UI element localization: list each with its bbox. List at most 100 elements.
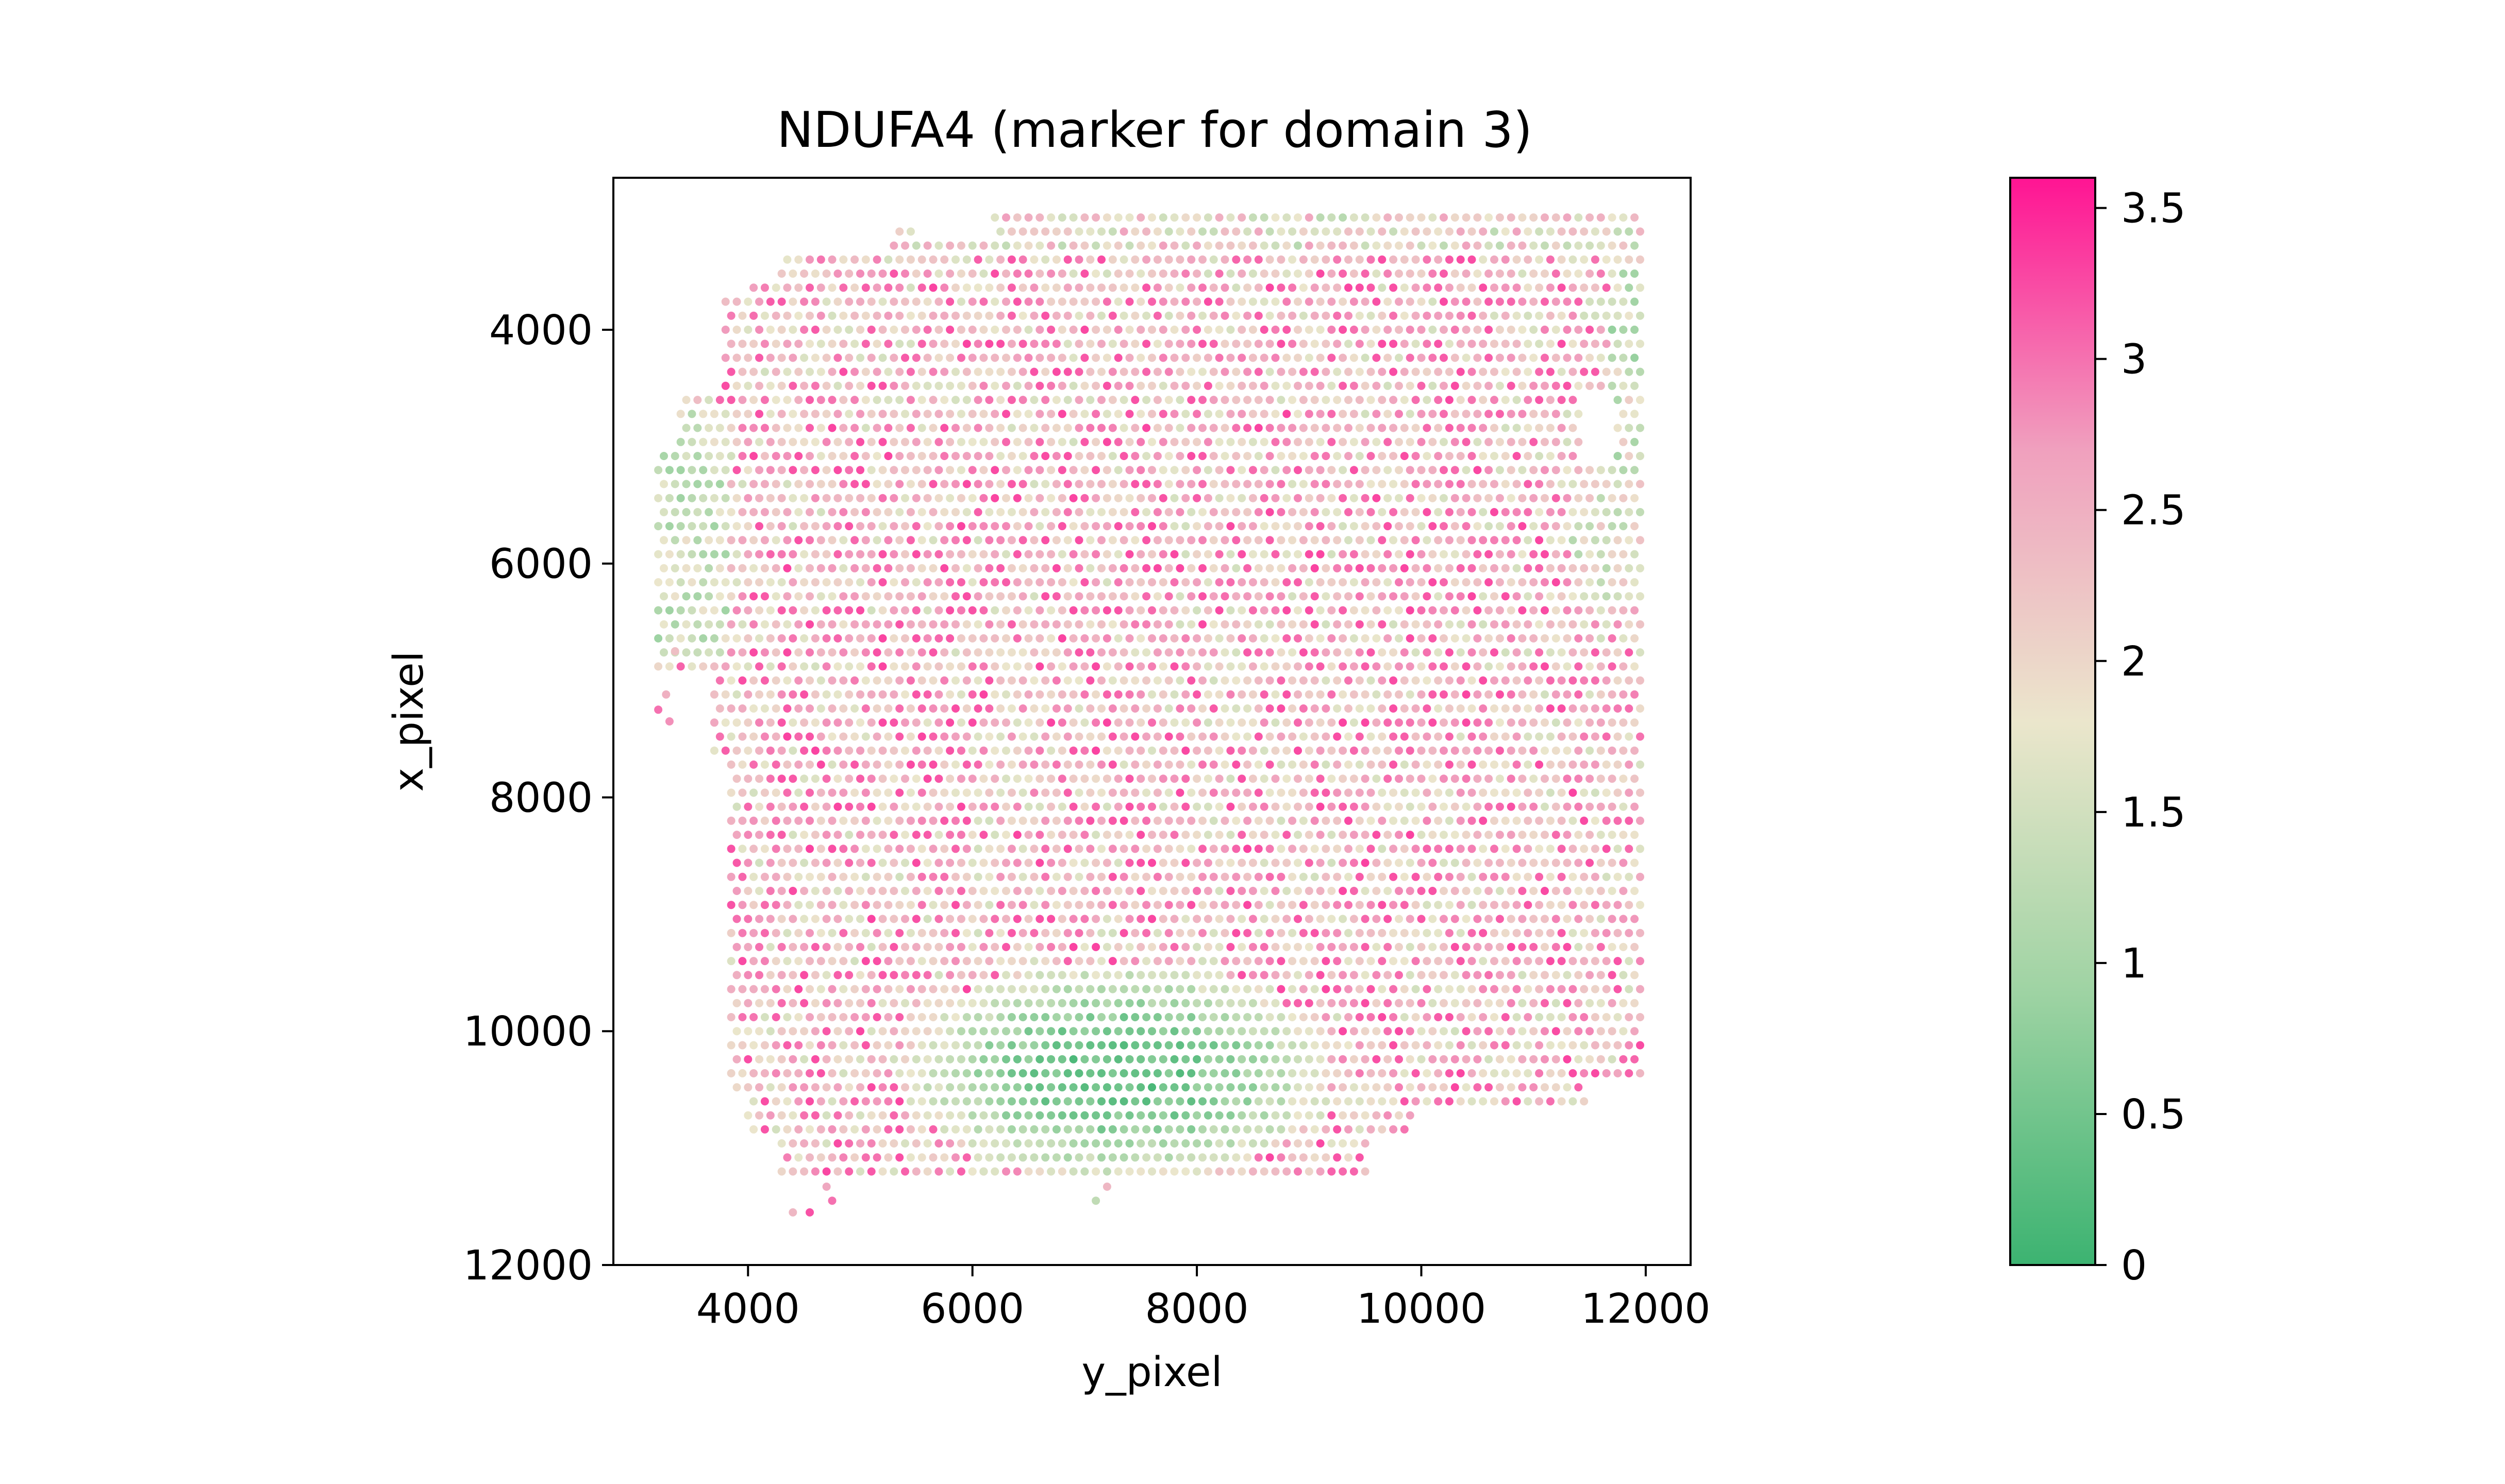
spot: [1484, 746, 1493, 755]
spot: [727, 816, 736, 825]
spot: [917, 367, 926, 376]
spot: [1344, 508, 1352, 516]
spot: [1092, 662, 1100, 671]
spot: [923, 971, 932, 980]
spot: [1462, 971, 1471, 980]
spot: [1501, 283, 1510, 292]
spot: [991, 999, 999, 1007]
spot: [1092, 971, 1100, 980]
spot: [1524, 676, 1532, 685]
spot: [1254, 564, 1263, 572]
spot: [760, 592, 769, 601]
spot: [1018, 564, 1027, 572]
spot: [1596, 494, 1605, 502]
spot: [1036, 381, 1044, 390]
spot: [777, 831, 786, 839]
spot: [1271, 858, 1280, 867]
spot: [1024, 802, 1033, 811]
spot: [923, 718, 932, 727]
spot: [979, 325, 988, 334]
spot: [1484, 325, 1493, 334]
spot: [1002, 297, 1010, 306]
spot: [1316, 999, 1325, 1007]
spot: [1563, 578, 1572, 586]
spot: [1355, 255, 1364, 264]
spot: [1002, 381, 1010, 390]
spot: [1120, 311, 1128, 320]
spot: [1529, 410, 1538, 418]
spot: [1389, 452, 1398, 460]
spot: [985, 283, 994, 292]
spot: [946, 718, 955, 727]
spot: [1529, 690, 1538, 699]
spot: [1108, 704, 1117, 713]
spot: [1383, 971, 1392, 980]
spot: [755, 746, 763, 755]
spot: [1164, 648, 1173, 657]
spot: [1602, 564, 1611, 572]
spot: [1636, 367, 1644, 376]
spot: [1417, 915, 1426, 923]
spot: [1512, 283, 1521, 292]
spot: [1406, 718, 1414, 727]
spot: [1541, 241, 1549, 250]
spot: [1462, 466, 1471, 475]
spot: [1591, 255, 1599, 264]
spot: [1535, 620, 1544, 629]
spot: [710, 410, 719, 418]
spot: [962, 620, 971, 629]
spot: [1541, 774, 1549, 783]
spot: [923, 297, 932, 306]
spot: [811, 971, 820, 980]
spot: [1120, 620, 1128, 629]
spot: [1366, 508, 1375, 516]
spot: [1007, 985, 1016, 993]
spot: [991, 774, 999, 783]
spot: [923, 325, 932, 334]
spot: [806, 845, 814, 853]
spot: [867, 353, 876, 362]
spot: [1310, 816, 1319, 825]
spot: [1546, 424, 1555, 432]
spot: [1551, 858, 1560, 867]
spot: [1467, 985, 1476, 993]
spot: [1535, 929, 1544, 937]
spot: [1204, 1027, 1212, 1036]
spot: [783, 424, 792, 432]
spot: [1164, 901, 1173, 909]
spot: [777, 915, 786, 923]
spot: [816, 760, 825, 769]
spot: [912, 241, 921, 250]
spot: [1108, 311, 1117, 320]
spot: [1467, 648, 1476, 657]
spot: [1524, 311, 1532, 320]
spot: [760, 929, 769, 937]
spot: [1596, 746, 1605, 755]
spot: [671, 564, 679, 572]
spot: [1153, 985, 1162, 993]
spot: [749, 676, 758, 685]
spot: [1153, 340, 1162, 348]
spot: [1097, 536, 1106, 545]
spot: [1333, 676, 1342, 685]
spot: [833, 578, 842, 586]
spot: [1440, 410, 1448, 418]
spot: [1030, 788, 1039, 797]
spot: [1630, 437, 1639, 446]
spot: [929, 676, 938, 685]
spot: [974, 508, 982, 516]
spot: [1294, 999, 1302, 1007]
spot: [1327, 466, 1336, 475]
spot: [1619, 325, 1628, 334]
spot: [1456, 564, 1465, 572]
spot: [1339, 381, 1347, 390]
spot: [1535, 592, 1544, 601]
spot: [1265, 732, 1274, 741]
spot: [1327, 942, 1336, 951]
spot: [1024, 1027, 1033, 1036]
spot: [845, 353, 854, 362]
spot: [1103, 971, 1111, 980]
spot: [1440, 662, 1448, 671]
spot: [715, 452, 724, 460]
spot: [1299, 283, 1308, 292]
